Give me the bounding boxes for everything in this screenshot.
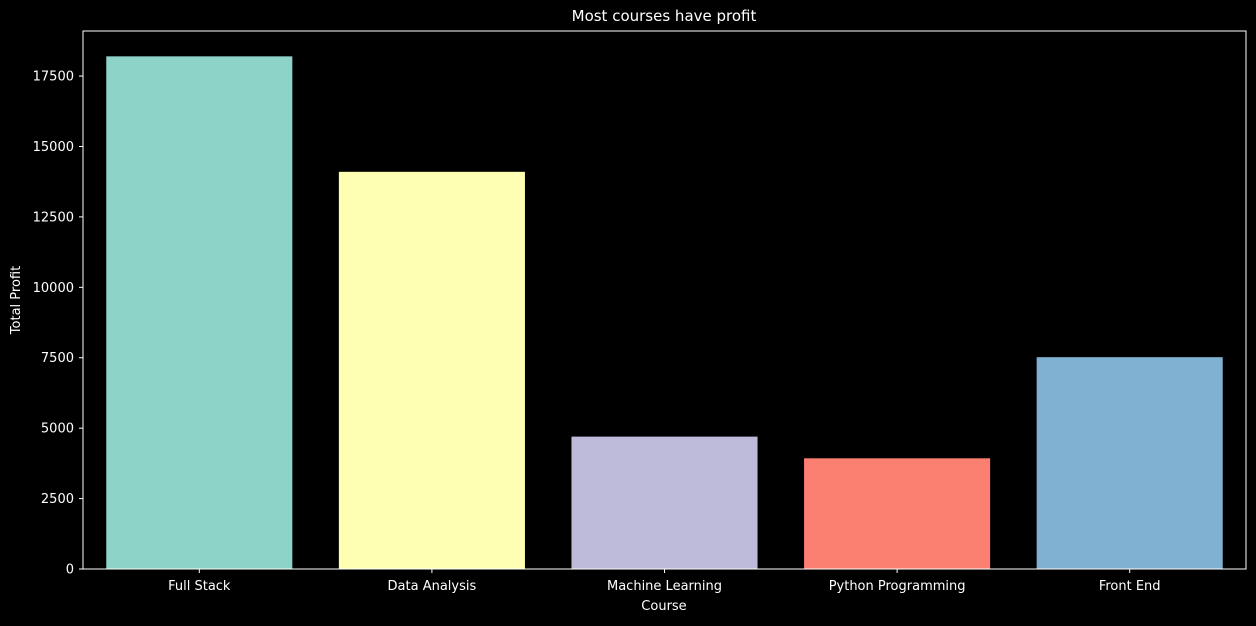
y-axis-label: Total Profit <box>9 266 24 335</box>
x-axis-ticks: Full Stack Data Analysis Machine Learning P… <box>168 569 1161 594</box>
bars-group <box>106 56 1223 570</box>
x-tick-label: Full Stack <box>168 579 231 594</box>
bar-python-programming <box>804 458 991 569</box>
chart-title: Most courses have profit <box>572 7 757 25</box>
y-tick-label: 2500 <box>41 492 74 507</box>
bar-full-stack <box>106 56 293 570</box>
bar-front-end <box>1036 357 1223 569</box>
x-tick-label: Data Analysis <box>388 579 477 594</box>
y-tick-label: 7500 <box>41 351 74 366</box>
y-tick-label: 17500 <box>33 70 74 85</box>
x-tick-label: Machine Learning <box>607 579 722 594</box>
y-tick-label: 10000 <box>33 281 74 296</box>
bar-machine-learning <box>571 436 758 569</box>
x-axis-label: Course <box>641 599 686 614</box>
x-tick-label: Front End <box>1099 579 1161 594</box>
y-axis-ticks: 0 2500 5000 7500 10000 12500 15000 17500 <box>33 70 83 578</box>
y-tick-label: 0 <box>66 563 74 578</box>
plot-frame <box>82 30 1247 570</box>
y-tick-label: 5000 <box>41 422 74 437</box>
x-tick-label: Python Programming <box>829 579 966 594</box>
y-tick-label: 15000 <box>33 140 74 155</box>
y-tick-label: 12500 <box>33 210 74 225</box>
bar-data-analysis <box>338 171 525 569</box>
